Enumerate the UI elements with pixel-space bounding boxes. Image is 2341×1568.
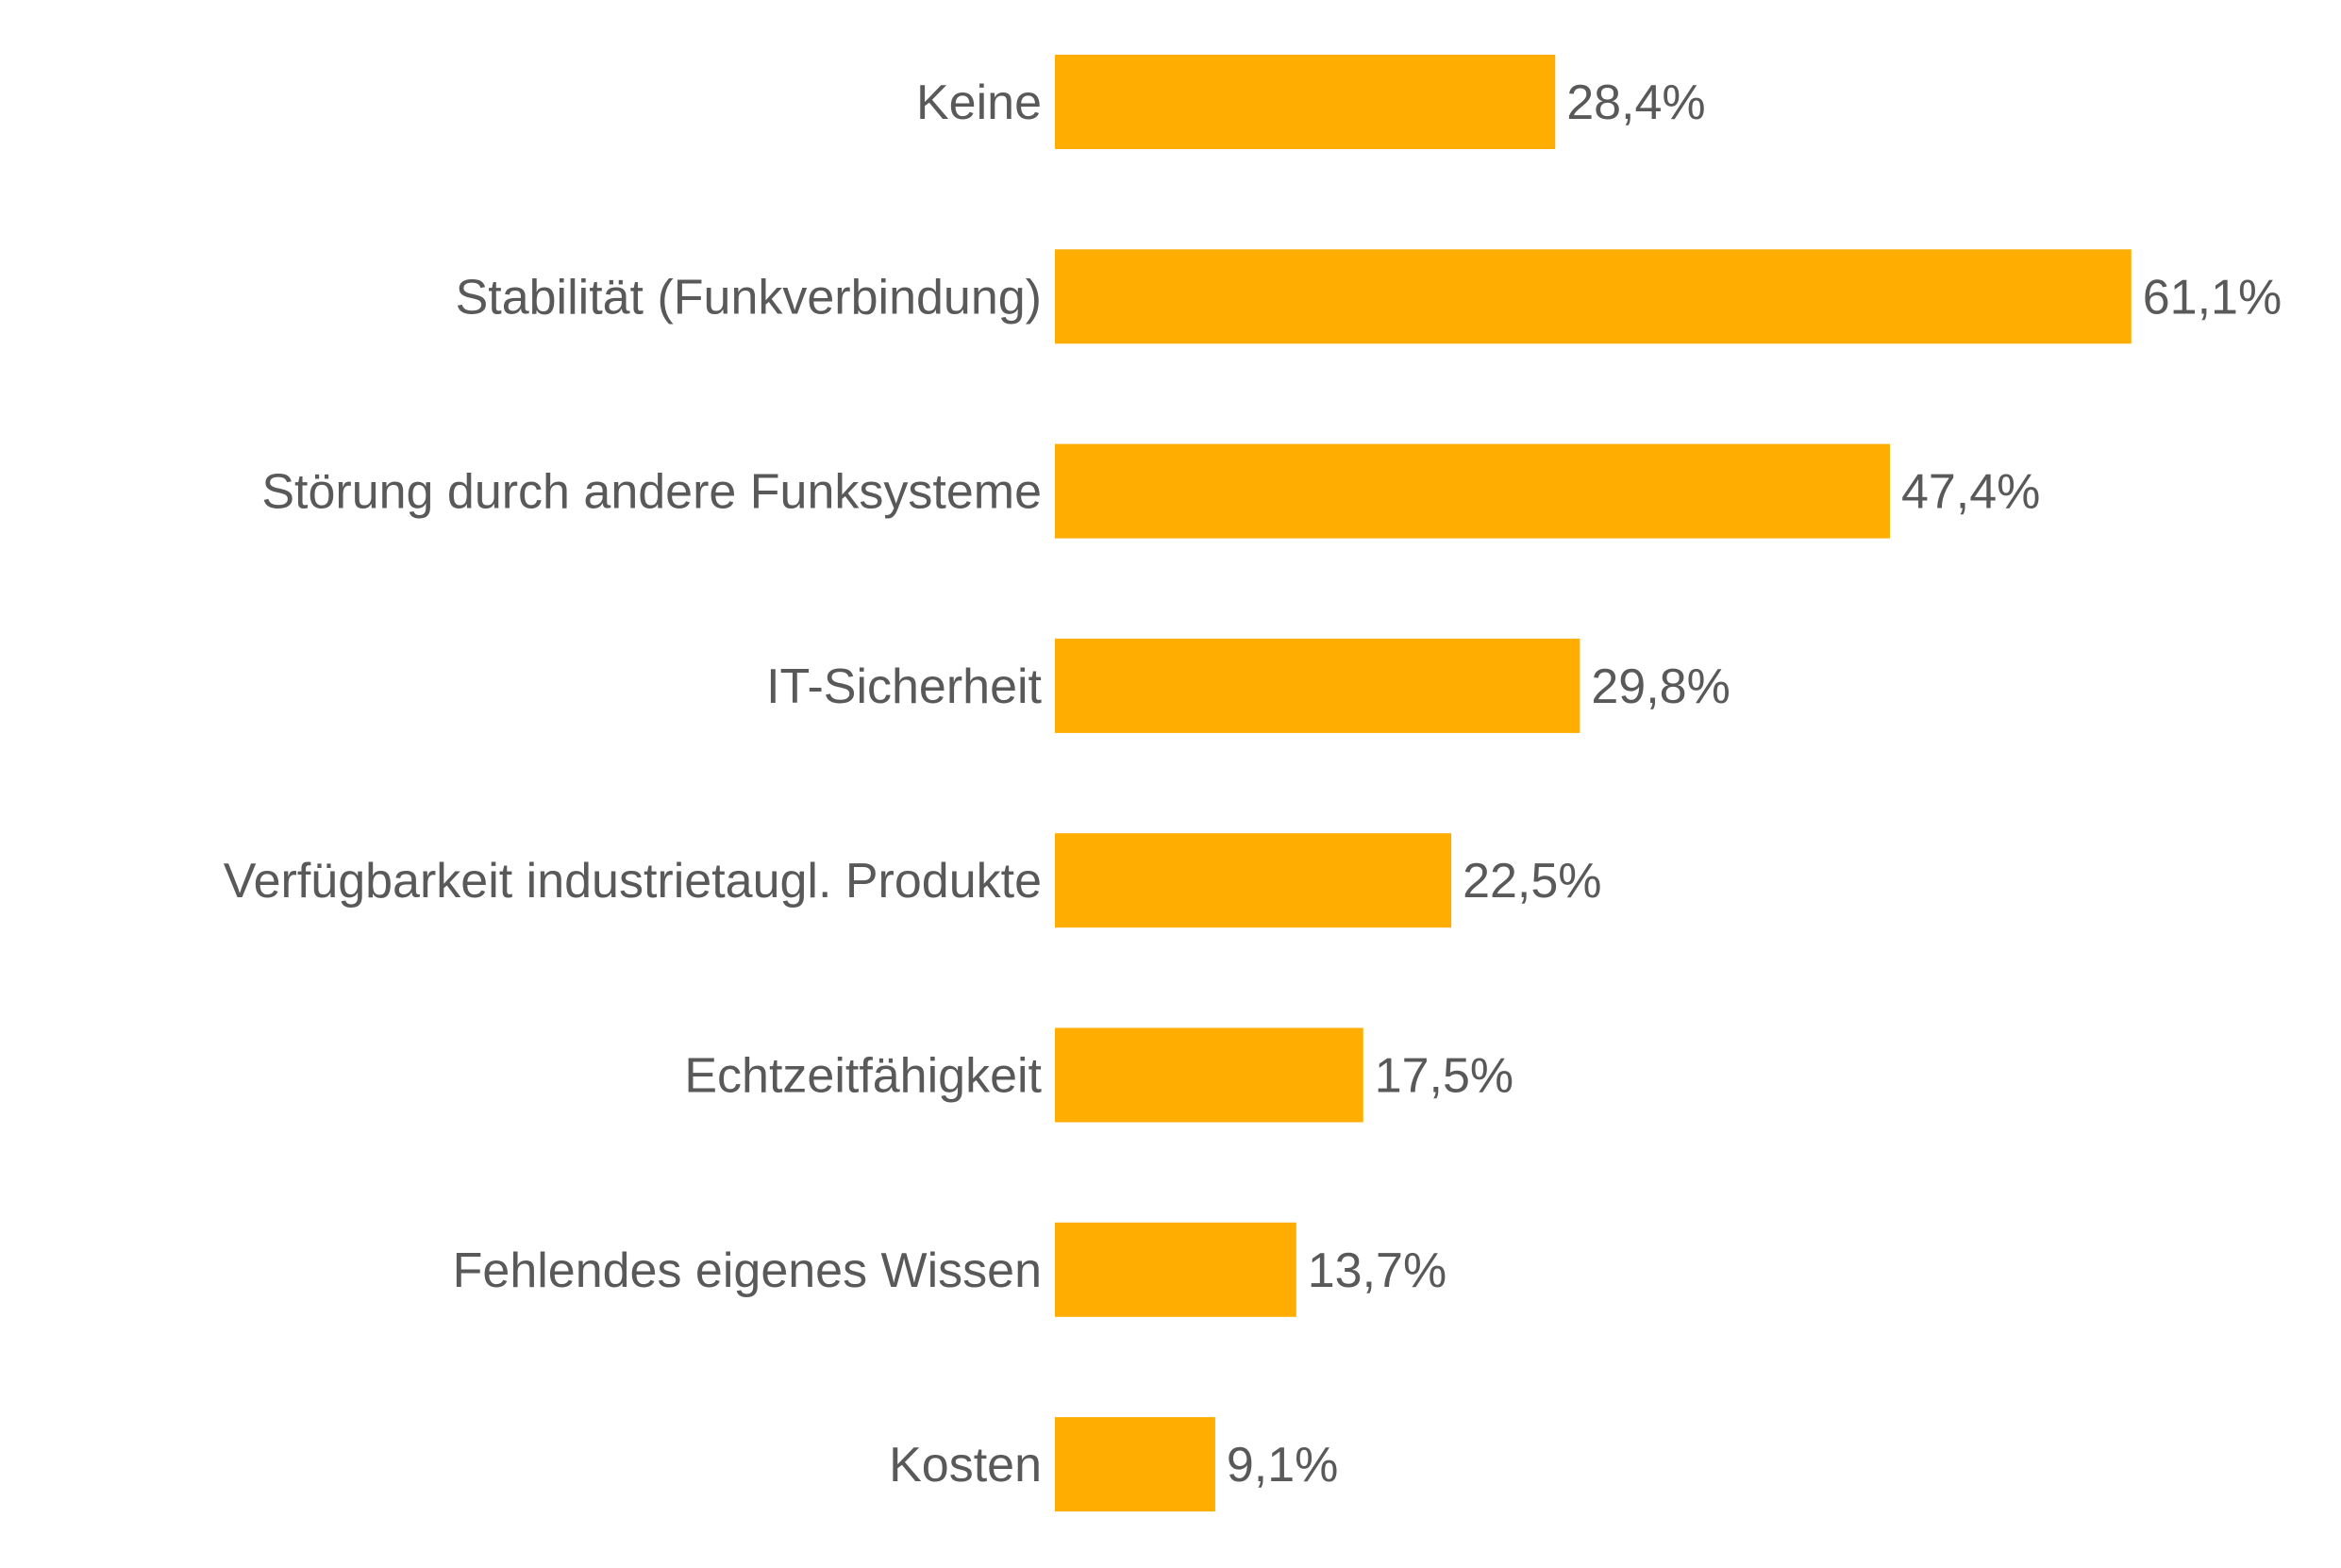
bar-6 [1055,1222,1296,1317]
bar-5 [1055,1027,1363,1123]
category-label: Kosten [889,1438,1042,1493]
bar-3 [1055,638,1580,733]
data-label: 47,4% [1901,465,2040,520]
bar-2 [1055,443,1890,539]
category-label: Stabilität (Funkverbindung) [456,270,1042,325]
bar-7 [1055,1417,1215,1512]
bar-4 [1055,833,1452,928]
data-label: 17,5% [1375,1049,1513,1104]
category-label: Verfügbarkeit industrietaugl. Produkte [224,854,1042,909]
category-label: Keine [916,75,1042,130]
category-label: IT-Sicherheit [766,659,1042,714]
category-label: Fehlendes eigenes Wissen [453,1243,1042,1298]
data-label: 29,8% [1591,659,1730,714]
bar-1 [1055,249,2132,344]
data-label: 28,4% [1566,75,1705,130]
category-label: Störung durch andere Funksysteme [261,465,1042,520]
data-label: 22,5% [1463,854,1601,909]
data-label: 9,1% [1227,1438,1339,1493]
data-label: 13,7% [1308,1243,1446,1298]
bar-0 [1055,55,1556,149]
data-label: 61,1% [2143,270,2282,325]
category-label: Echtzeitfähigkeit [684,1049,1042,1104]
